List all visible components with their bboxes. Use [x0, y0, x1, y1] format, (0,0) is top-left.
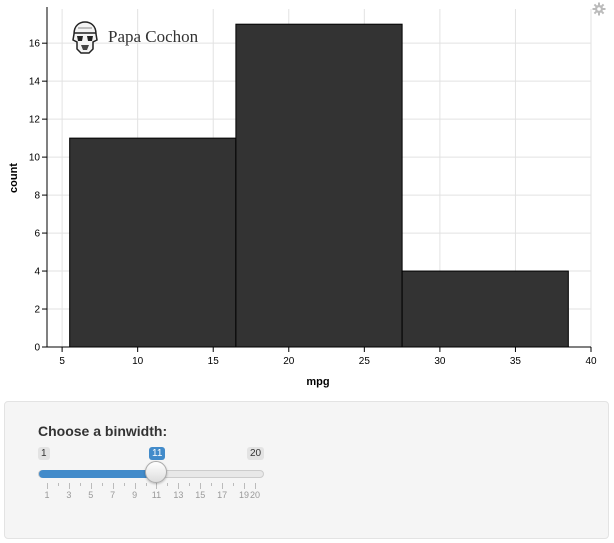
slider-grid-tick	[79, 483, 81, 486]
slider-grid-tick	[200, 483, 202, 486]
x-axis-title: mpg	[306, 376, 329, 388]
histogram-chart: 0 2 4 6 8 10 12 14 16 5 10 15 20 25 30 35 40 mpg count Pap…	[8, 2, 606, 388]
slider-grid-major-tick	[200, 483, 202, 489]
slider-grid-label: 13	[173, 490, 184, 500]
papa-cochon-logo: Papa Cochon	[68, 20, 218, 56]
slider-grid-tick	[255, 483, 256, 486]
slider-grid-major-tick	[134, 483, 136, 489]
binwidth-label: Choose a binwidth:	[38, 423, 168, 439]
stormtrooper-helmet-icon	[72, 21, 98, 54]
slider-grid-label: 9	[132, 490, 138, 500]
slider-grid-tick	[189, 483, 191, 486]
slider-grid-label: 20	[249, 490, 261, 500]
slider-grid-major-tick	[255, 483, 256, 489]
x-tick-label: 15	[208, 356, 220, 367]
slider-grid-label: 19	[239, 490, 250, 500]
slider-grid-tick	[47, 483, 48, 486]
y-tick-label: 6	[34, 229, 40, 240]
slider-grid-major-tick	[222, 483, 224, 489]
histogram-bar-3	[401, 270, 569, 348]
slider-grid-tick	[134, 483, 136, 486]
slider-grid-major-tick	[244, 483, 246, 489]
y-tick-label: 12	[29, 115, 41, 126]
slider-grid-tick	[222, 483, 224, 486]
slider-min-badge: 1	[38, 447, 50, 460]
slider-grid-tick	[156, 483, 158, 486]
slider-grid-major-tick	[178, 483, 180, 489]
slider-grid-major-tick	[68, 483, 70, 489]
y-tick-label: 0	[34, 343, 40, 354]
slider-grid-tick	[57, 483, 59, 486]
slider-grid-major-tick	[90, 483, 92, 489]
y-tick-label: 4	[34, 267, 40, 278]
y-tick-label: 16	[29, 39, 41, 50]
slider-grid-label: 1	[44, 490, 50, 500]
slider-value-badge: 11	[149, 447, 166, 460]
slider-grid-label: 11	[151, 490, 162, 500]
slider-grid-major-tick	[156, 483, 158, 489]
slider-grid-major-tick	[47, 483, 48, 489]
slider-grid-tick	[112, 483, 114, 486]
control-panel: Choose a binwidth: 1 20 11 1 3 5 7 9 11 13 15 17…	[4, 401, 609, 539]
slider-grid-label: 15	[195, 490, 206, 500]
slider-grid-major-tick	[112, 483, 114, 489]
y-tick-label: 8	[34, 191, 40, 202]
x-tick-label: 35	[510, 356, 522, 367]
x-tick-label: 30	[434, 356, 446, 367]
x-tick-label: 40	[585, 356, 597, 367]
slider-grid-label: 7	[110, 490, 116, 500]
y-tick-label: 2	[34, 305, 40, 316]
logo-text: Papa Cochon	[108, 27, 199, 46]
x-tick-label: 5	[59, 356, 65, 367]
slider-grid-tick	[211, 483, 213, 486]
y-axis-title: count	[8, 163, 20, 193]
histogram-bar-2	[235, 23, 403, 348]
slider-grid-label: 5	[88, 490, 94, 500]
y-tick-label: 10	[29, 153, 41, 164]
gear-icon[interactable]	[592, 2, 606, 16]
chart-canvas: 0 2 4 6 8 10 12 14 16 5 10 15 20 25 30 35 40 mpg count	[8, 7, 597, 388]
histogram-bar-1	[69, 137, 237, 348]
slider-grid-tick	[178, 483, 180, 486]
slider-grid-tick	[90, 483, 92, 486]
slider-grid-tick	[101, 483, 103, 486]
binwidth-slider-handle[interactable]	[145, 461, 168, 483]
slider-grid-tick	[233, 483, 235, 486]
slider-grid-tick	[123, 483, 125, 486]
slider-grid-tick	[244, 483, 246, 486]
slider-grid-label: 17	[217, 490, 228, 500]
slider-grid-label: 3	[66, 490, 72, 500]
binwidth-slider-fill	[39, 470, 158, 478]
slider-max-badge: 20	[247, 447, 265, 460]
x-tick-label: 10	[132, 356, 144, 367]
y-tick-label: 14	[29, 77, 41, 88]
slider-grid-tick	[167, 483, 169, 486]
x-tick-label: 20	[283, 356, 295, 367]
slider-grid-tick	[145, 483, 147, 486]
x-tick-label: 25	[359, 356, 371, 367]
slider-grid-tick	[68, 483, 70, 486]
